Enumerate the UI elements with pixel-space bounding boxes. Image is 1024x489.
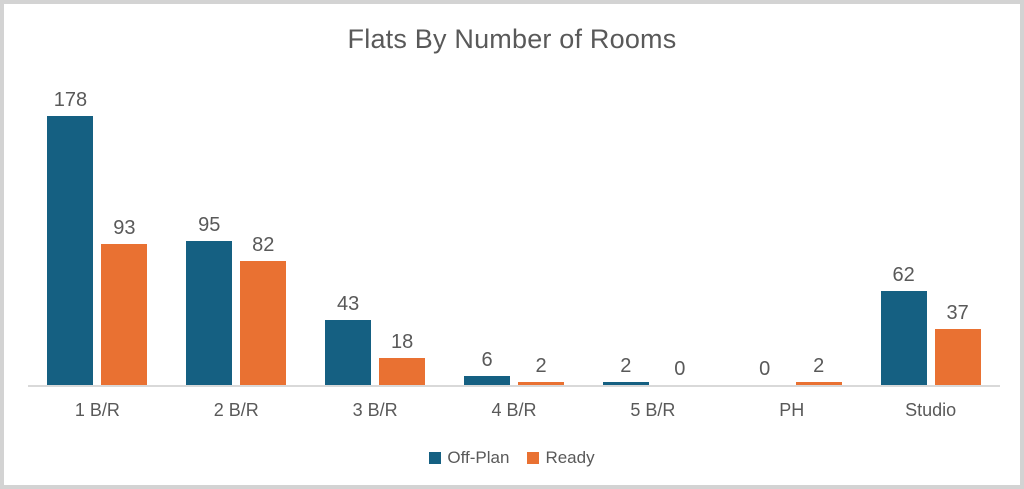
legend-item-off-plan: Off-Plan bbox=[429, 448, 509, 468]
bar-column: 2 bbox=[795, 355, 842, 385]
category-label: 2 B/R bbox=[213, 400, 259, 420]
bar bbox=[602, 382, 649, 385]
data-label: 82 bbox=[252, 234, 275, 256]
category-label: Studio bbox=[905, 400, 957, 420]
off-plan-swatch-icon bbox=[429, 452, 442, 464]
bar-column: 82 bbox=[240, 234, 287, 385]
data-label: 37 bbox=[946, 302, 969, 324]
legend: Off-Plan Ready bbox=[4, 448, 1020, 468]
bar bbox=[880, 291, 927, 385]
bar-column: 62 bbox=[880, 264, 927, 385]
category-label: 1 B/R bbox=[74, 400, 120, 420]
bar-column: 37 bbox=[934, 302, 981, 385]
bar bbox=[186, 241, 233, 385]
bar bbox=[379, 358, 426, 385]
data-label: 2 bbox=[813, 355, 825, 377]
bar-column: 95 bbox=[186, 214, 233, 385]
data-label: 2 bbox=[535, 355, 547, 377]
category-label: 3 B/R bbox=[352, 400, 398, 420]
category-group: 178 93 bbox=[28, 80, 167, 385]
data-label: 43 bbox=[337, 293, 360, 315]
bar bbox=[934, 329, 981, 385]
plot-area: 178 93 95 82 43 18 6 2 2 0 0 2 62 37 bbox=[28, 80, 1000, 387]
category-label: PH bbox=[779, 400, 805, 420]
data-label: 62 bbox=[892, 264, 915, 286]
bar-column: 178 bbox=[47, 89, 94, 385]
category-label: 5 B/R bbox=[630, 400, 676, 420]
bar bbox=[325, 320, 372, 385]
bar-column: 0 bbox=[742, 358, 788, 385]
legend-label-ready: Ready bbox=[545, 448, 595, 467]
data-label: 0 bbox=[759, 358, 771, 380]
bar-column: 93 bbox=[101, 217, 148, 385]
bar bbox=[464, 376, 510, 385]
legend-label-off-plan: Off-Plan bbox=[447, 448, 510, 467]
data-label: 2 bbox=[620, 355, 632, 377]
bar-column: 2 bbox=[602, 355, 649, 385]
data-label: 18 bbox=[391, 331, 414, 353]
bar-column: 18 bbox=[379, 331, 426, 385]
ready-swatch-icon bbox=[527, 452, 540, 464]
category-label: 4 B/R bbox=[491, 400, 537, 420]
category-group: 95 82 bbox=[167, 80, 306, 385]
category-group: 62 37 bbox=[861, 80, 1000, 385]
bar bbox=[518, 382, 564, 385]
bar-column: 43 bbox=[325, 293, 372, 385]
category-axis: 1 B/R 2 B/R 3 B/R 4 B/R 5 B/R PH Studio bbox=[28, 400, 1000, 421]
legend-item-ready: Ready bbox=[527, 448, 595, 468]
bar-column: 6 bbox=[464, 349, 510, 385]
chart-title: Flats By Number of Rooms bbox=[347, 24, 677, 54]
bar-column: 2 bbox=[518, 355, 564, 385]
bar-column: 0 bbox=[657, 358, 703, 385]
data-label: 0 bbox=[674, 358, 686, 380]
data-label: 6 bbox=[481, 349, 493, 371]
data-label: 95 bbox=[198, 214, 221, 236]
bar bbox=[47, 116, 94, 385]
bar bbox=[101, 244, 148, 385]
data-label: 178 bbox=[53, 89, 88, 111]
bar bbox=[240, 261, 287, 385]
category-group: 43 18 bbox=[306, 80, 445, 385]
data-label: 93 bbox=[113, 217, 136, 239]
bar bbox=[795, 382, 842, 385]
